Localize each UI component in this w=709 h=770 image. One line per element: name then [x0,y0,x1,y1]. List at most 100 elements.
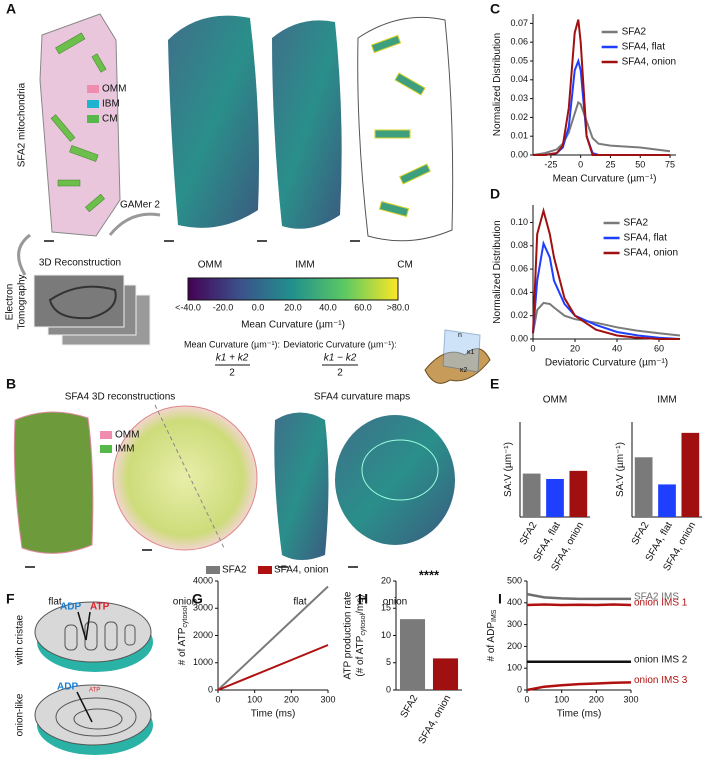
x-tick-label: 40 [612,343,622,353]
imm-map [272,20,342,229]
colorbar-tick: 20.0 [284,302,302,312]
legend-label: SFA4, onion [622,57,676,68]
bar [634,457,653,517]
y-axis-label-part: cytosol [360,613,367,635]
legend-swatch [100,445,112,453]
cm-cristae [370,34,431,218]
x-tick-label: 0 [530,343,535,353]
caption: flat [48,597,62,608]
panel-a: SFA2 mitochondria OMM IBM CM 3D Reconstr… [5,13,491,384]
x-tick-label: 0 [578,159,583,169]
formula: 2 [229,368,235,379]
inset-label: κ2 [460,367,468,374]
legend-label: OMM [102,84,126,95]
cm-outline [357,16,454,242]
x-tick-label: SFA2 [518,520,540,547]
flat-map [274,412,329,560]
y-tick-label: 0 [517,684,522,694]
legend-label: SFA4, onion [274,565,328,576]
y-tick-label: 0.05 [510,55,528,65]
line [526,681,632,692]
x-tick-label: 200 [589,694,604,704]
arrow [76,691,93,723]
cut-line [154,404,226,551]
x-axis-label: Deviatoric Curvature (µm⁻¹) [545,358,668,369]
y-tick-label: 0.10 [510,217,528,227]
flat-reconstruction [13,411,94,554]
colorbar-tick: 0.0 [252,302,265,312]
colorbar-tick: <-40.0 [175,302,201,312]
colorbar-tick: 40.0 [319,302,337,312]
inset-label: n [458,332,462,339]
plane [442,329,481,373]
series-label: SFA2 IMS [634,592,679,603]
legend-label: SFA2 [624,218,649,229]
legend-label: SFA4, flat [624,233,668,244]
formula: k1 + k2 [216,353,249,364]
map-label: OMM [198,260,222,271]
y-tick-label: 0.00 [510,333,528,343]
mito-reconstruction [39,13,121,237]
y-tick-label: 0.04 [510,74,528,84]
y-tick-label: 200 [507,641,522,651]
legend-swatch [258,566,272,574]
legend-swatch [206,566,220,574]
bar [569,470,588,517]
series-label: onion IMS 3 [634,675,688,686]
x-axis-label: Mean Curvature (µm⁻¹) [553,174,657,185]
caption: onion [383,597,407,608]
map-label: CM [397,260,413,271]
panel-letter: A [6,1,16,17]
y-axis-label-part: cytosol [182,605,189,627]
x-tick-label: 60 [654,343,664,353]
y-axis-label: # of ADPIMS [486,609,499,661]
y-axis-label: SA:V (µm⁻¹) [503,442,514,497]
arrow [77,611,87,641]
tomography-stack [33,274,151,346]
x-tick-label: 0 [215,694,220,704]
line [532,100,671,156]
y-axis-label-part: # of ATP [177,627,188,665]
colorbar-ticks: <-40.0 -20.0 0.0 20.0 40.0 60.0 >80.0 [175,302,409,312]
line [532,301,681,337]
line [217,644,329,691]
y-tick-label: 15 [381,603,391,613]
colorbar-tick: >80.0 [387,302,410,312]
panel-letter: C [490,1,500,17]
y-tick-label: 100 [507,663,522,673]
panel-letter: I [498,591,502,607]
colorbar-tick: -20.0 [213,302,234,312]
legend-swatch [87,115,99,123]
cristae [50,32,107,213]
colorbar [187,277,399,301]
y-tick-label: 0.00 [510,149,528,159]
y-axis-label-part: /ms) [355,594,366,613]
y-tick-label: 0.07 [510,18,528,28]
y-tick-label: 2000 [193,630,213,640]
line [533,57,670,156]
x-axis-label: Time (ms) [557,709,602,720]
legend-label: SFA4, flat [622,42,666,53]
y-axis-label-part: IMS [491,609,498,622]
arrow [17,233,31,276]
legend-swatch [87,85,99,93]
mito-with-cristae [34,601,152,663]
y-tick-label: 500 [507,575,522,585]
line [533,19,670,156]
panel-letter: E [490,376,499,392]
y-tick-label: 10 [381,630,391,640]
y-tick-label: 5 [386,657,391,667]
legend-label: CM [102,114,118,125]
x-tick-label: SFA2 [630,520,652,547]
y-axis-label-part: (# of ATP [355,635,366,676]
x-tick-label: 300 [623,694,638,704]
line [526,603,632,607]
y-tick-label: 4000 [193,575,213,585]
x-tick-label: 75 [665,159,675,169]
onion-layer [55,697,137,737]
legend-label: SFA2 [222,565,247,576]
omm-map [168,15,259,228]
scale-bars [25,549,358,568]
x-tick-label: 100 [247,694,262,704]
y-axis-label: # of ATPcytosol [177,605,190,665]
